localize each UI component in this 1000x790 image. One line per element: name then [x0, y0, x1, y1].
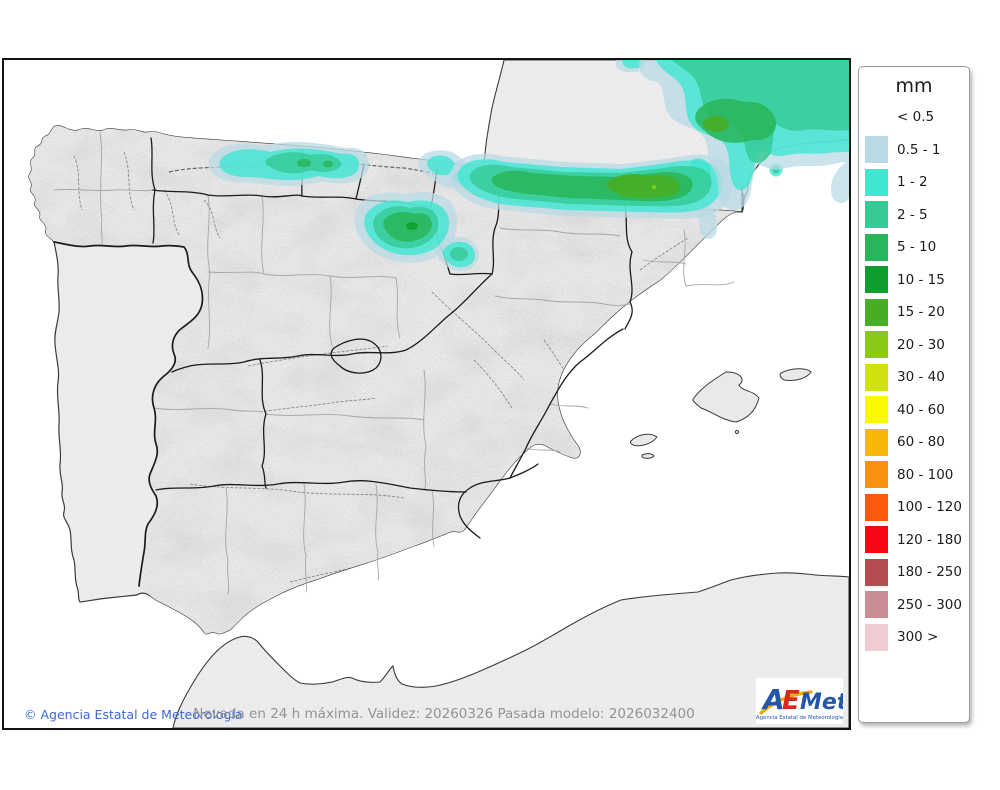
menorca-island: [779, 368, 812, 381]
logo-swoosh-icon: [759, 690, 813, 715]
legend-entry: 60 - 80: [859, 426, 969, 459]
cabrera-island: [734, 429, 740, 435]
legend-title: mm: [895, 75, 933, 97]
legend-swatch: [865, 461, 888, 489]
legend-entry: 180 - 250: [859, 556, 969, 589]
legend-label: 60 - 80: [897, 434, 945, 451]
legend-swatch: [865, 526, 888, 554]
ibiza-island: [629, 433, 658, 447]
legend-label: 15 - 20: [897, 304, 945, 321]
legend-entry: 250 - 300: [859, 589, 969, 622]
legend-swatch: [865, 623, 888, 651]
legend-label: 30 - 40: [897, 369, 945, 386]
snowfall-overlay: [208, 60, 849, 271]
aemet-logo: A E Met Agencia Estatal de Meteorología: [756, 678, 849, 724]
legend-entry: 0.5 - 1: [859, 134, 969, 167]
legend-swatch: [865, 558, 888, 586]
legend-swatch: [865, 591, 888, 619]
logo-letters-met: Met: [800, 690, 843, 715]
mallorca-island: [692, 371, 760, 423]
legend-swatch: [865, 298, 888, 326]
province-borders: [53, 131, 735, 595]
map-caption: Nevada en 24 h máxima. Validez: 20260326…: [193, 706, 695, 722]
legend-entry: 80 - 100: [859, 459, 969, 492]
legend-entry: 300 >: [859, 621, 969, 654]
africa-region: [172, 572, 849, 728]
legend-label: 5 - 10: [897, 239, 937, 256]
legend-swatch: [865, 104, 888, 131]
legend-label: 120 - 180: [897, 531, 962, 548]
copyright-text: © Agencia Estatal de Meteorología: [24, 707, 243, 722]
legend-entry: 2 - 5: [859, 199, 969, 232]
legend-entry: 40 - 60: [859, 394, 969, 427]
legend-label: 40 - 60: [897, 401, 945, 418]
legend-label: 80 - 100: [897, 466, 954, 483]
formentera-island: [641, 453, 655, 459]
legend-entry: 100 - 120: [859, 491, 969, 524]
legend-entry: 30 - 40: [859, 361, 969, 394]
legend-entry: 120 - 180: [859, 524, 969, 557]
madrid-border: [330, 338, 382, 374]
legend-swatch: [865, 331, 888, 359]
legend-swatch: [865, 396, 888, 424]
balearic-islands: [629, 368, 812, 459]
logo-subtitle: Agencia Estatal de Meteorología: [756, 714, 843, 721]
legend-panel: mm < 0.5 0.5 - 1 1 - 2 2 - 5 5 - 10 10 -…: [858, 66, 970, 723]
legend-label: 250 - 300: [897, 596, 962, 613]
legend-entry: 15 - 20: [859, 296, 969, 329]
legend-entry: 10 - 15: [859, 264, 969, 297]
map-frame: © Agencia Estatal de Meteorología Nevada…: [2, 58, 851, 730]
legend-label: 20 - 30: [897, 336, 945, 353]
legend-label: 10 - 15: [897, 271, 945, 288]
legend-swatch: [865, 168, 888, 196]
legend-entry: < 0.5: [859, 101, 969, 134]
legend-label: 1 - 2: [897, 174, 928, 191]
legend-swatch: [865, 233, 888, 261]
legend-label: 0.5 - 1: [897, 141, 941, 158]
spain-weather-map: [4, 60, 849, 728]
legend-swatch: [865, 363, 888, 391]
legend-swatch: [865, 201, 888, 229]
logo-letter-e: E: [782, 686, 800, 716]
legend-label: 300 >: [897, 629, 939, 646]
logo-letter-a: A: [761, 683, 785, 716]
legend-entry: 5 - 10: [859, 231, 969, 264]
legend-swatch: [865, 493, 888, 521]
legend-label: 2 - 5: [897, 206, 928, 223]
portugal-spain-border: [53, 241, 204, 587]
legend-label: 100 - 120: [897, 499, 962, 516]
legend-entry: 20 - 30: [859, 329, 969, 362]
legend-label: 180 - 250: [897, 564, 962, 581]
legend-swatch: [865, 136, 888, 164]
legend-label: < 0.5: [897, 109, 935, 126]
legend-swatch: [865, 266, 888, 294]
legend-swatch: [865, 428, 888, 456]
legend-entry: 1 - 2: [859, 166, 969, 199]
